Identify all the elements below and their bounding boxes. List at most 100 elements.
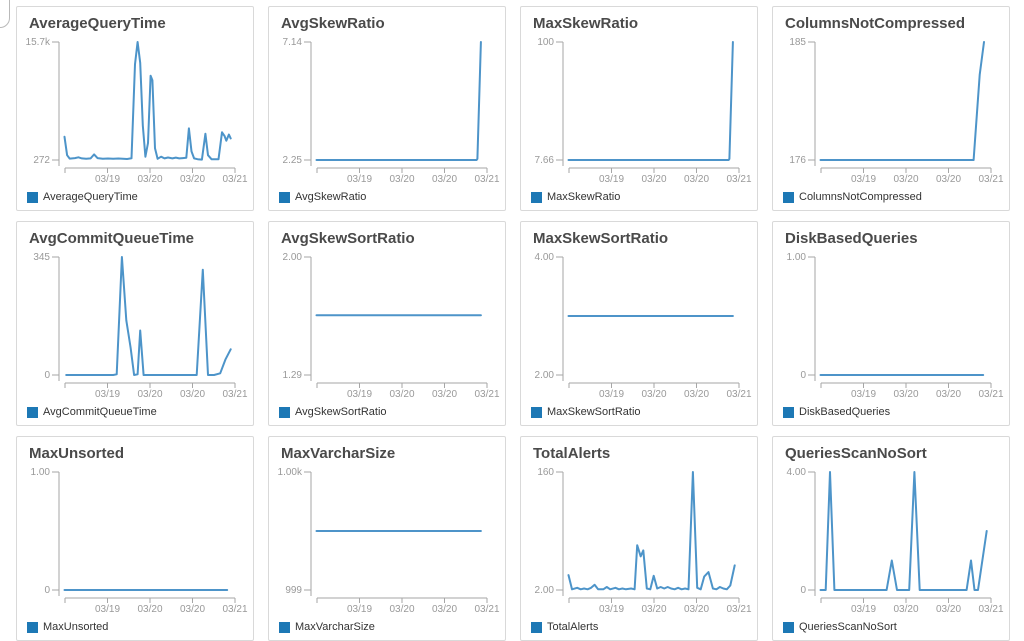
chart-panel-AverageQueryTime[interactable]: AverageQueryTime 15.7k 272 03/19 03/20 03/20…	[16, 6, 254, 211]
svg-text:03/21: 03/21	[474, 174, 499, 185]
chart-legend: QueriesScanNoSort	[781, 621, 1001, 634]
chart-panel-DiskBasedQueries[interactable]: DiskBasedQueries 1.00 0 03/19 03/20 03/20 03/…	[772, 221, 1010, 426]
svg-text:100: 100	[537, 37, 554, 48]
svg-text:4.00: 4.00	[787, 467, 807, 478]
svg-text:03/20: 03/20	[389, 174, 414, 185]
line-chart: 15.7k 272 03/19 03/20 03/20 03/21	[25, 34, 248, 191]
svg-text:345: 345	[33, 252, 50, 263]
legend-swatch-icon	[783, 192, 794, 203]
svg-text:03/19: 03/19	[851, 174, 876, 185]
line-chart: 1.00 0 03/19 03/20 03/20 03/21	[25, 464, 248, 621]
legend-swatch-icon	[27, 407, 38, 418]
panel-title: MaxVarcharSize	[281, 445, 396, 462]
legend-label: AvgCommitQueueTime	[43, 406, 157, 418]
chart-panel-MaxUnsorted[interactable]: MaxUnsorted 1.00 0 03/19 03/20 03/20 03/21 Ma…	[16, 436, 254, 641]
svg-text:03/20: 03/20	[180, 604, 205, 615]
panel-title: QueriesScanNoSort	[785, 445, 927, 462]
legend-label: MaxUnsorted	[43, 621, 109, 633]
chart-legend: AverageQueryTime	[25, 191, 245, 204]
svg-text:03/20: 03/20	[893, 389, 918, 400]
chart-panel-QueriesScanNoSort[interactable]: QueriesScanNoSort 4.00 0 03/19 03/20 03/20 03…	[772, 436, 1010, 641]
chart-legend: MaxSkewRatio	[529, 191, 749, 204]
svg-text:03/21: 03/21	[978, 174, 1003, 185]
chart-panel-AvgCommitQueueTime[interactable]: AvgCommitQueueTime 345 0 03/19 03/20 03/20 03…	[16, 221, 254, 426]
svg-text:03/19: 03/19	[851, 389, 876, 400]
svg-text:03/20: 03/20	[137, 389, 162, 400]
chart-panel-ColumnsNotCompressed[interactable]: ColumnsNotCompressed 185 176 03/19 03/20 03/…	[772, 6, 1010, 211]
svg-text:03/21: 03/21	[726, 389, 751, 400]
legend-label: QueriesScanNoSort	[799, 621, 897, 633]
svg-text:03/19: 03/19	[95, 604, 120, 615]
panel-title: TotalAlerts	[533, 445, 611, 462]
svg-text:03/19: 03/19	[347, 604, 372, 615]
legend-swatch-icon	[27, 192, 38, 203]
chart-legend: AvgCommitQueueTime	[25, 406, 245, 419]
svg-text:03/21: 03/21	[726, 604, 751, 615]
panel-title: MaxUnsorted	[29, 445, 125, 462]
chart-legend: ColumnsNotCompressed	[781, 191, 1001, 204]
svg-text:03/20: 03/20	[432, 174, 457, 185]
chart-panel-MaxVarcharSize[interactable]: MaxVarcharSize 1.00k 999 03/19 03/20 03/20 03…	[268, 436, 506, 641]
chart-panel-AvgSkewSortRatio[interactable]: AvgSkewSortRatio 2.00 1.29 03/19 03/20 03/20…	[268, 221, 506, 426]
panel-title: MaxSkewSortRatio	[533, 230, 669, 247]
panel-title: AvgSkewSortRatio	[281, 230, 415, 247]
legend-label: AvgSkewRatio	[295, 191, 367, 203]
legend-label: MaxVarcharSize	[295, 621, 375, 633]
panel-title: AvgSkewRatio	[281, 15, 385, 32]
svg-text:03/19: 03/19	[599, 389, 624, 400]
legend-swatch-icon	[279, 407, 290, 418]
svg-text:03/20: 03/20	[936, 604, 961, 615]
svg-text:2.00: 2.00	[535, 370, 555, 381]
svg-text:2.25: 2.25	[283, 155, 303, 166]
svg-text:0: 0	[800, 585, 806, 596]
svg-text:03/21: 03/21	[978, 604, 1003, 615]
chart-panel-MaxSkewSortRatio[interactable]: MaxSkewSortRatio 4.00 2.00 03/19 03/20 03/20…	[520, 221, 758, 426]
panel-title: ColumnsNotCompressed	[785, 15, 966, 32]
svg-text:1.00: 1.00	[31, 467, 51, 478]
chart-panel-TotalAlerts[interactable]: TotalAlerts 160 2.00 03/19 03/20 03/20 03/21 …	[520, 436, 758, 641]
line-chart: 4.00 2.00 03/19 03/20 03/20 03/21	[529, 249, 752, 406]
legend-label: TotalAlerts	[547, 621, 599, 633]
svg-text:03/19: 03/19	[95, 389, 120, 400]
svg-text:03/21: 03/21	[726, 174, 751, 185]
svg-text:03/20: 03/20	[641, 174, 666, 185]
line-chart: 185 176 03/19 03/20 03/20 03/21	[781, 34, 1004, 191]
panel-title: AvgCommitQueueTime	[29, 230, 195, 247]
svg-text:160: 160	[537, 467, 554, 478]
panel-title: MaxSkewRatio	[533, 15, 639, 32]
svg-text:03/21: 03/21	[474, 389, 499, 400]
legend-swatch-icon	[783, 407, 794, 418]
line-chart: 1.00 0 03/19 03/20 03/20 03/21	[781, 249, 1004, 406]
line-chart: 345 0 03/19 03/20 03/20 03/21	[25, 249, 248, 406]
svg-text:03/19: 03/19	[347, 389, 372, 400]
svg-text:15.7k: 15.7k	[26, 37, 51, 48]
svg-text:03/19: 03/19	[599, 604, 624, 615]
svg-text:03/21: 03/21	[978, 389, 1003, 400]
line-chart: 7.14 2.25 03/19 03/20 03/20 03/21	[277, 34, 500, 191]
svg-text:03/20: 03/20	[389, 604, 414, 615]
legend-label: AvgSkewSortRatio	[295, 406, 387, 418]
svg-text:272: 272	[33, 155, 50, 166]
chart-panel-AvgSkewRatio[interactable]: AvgSkewRatio 7.14 2.25 03/19 03/20 03/20 03/2…	[268, 6, 506, 211]
legend-label: AverageQueryTime	[43, 191, 138, 203]
svg-text:03/19: 03/19	[347, 174, 372, 185]
svg-text:0: 0	[800, 370, 806, 381]
svg-text:03/20: 03/20	[180, 389, 205, 400]
svg-text:0: 0	[44, 370, 50, 381]
container-corner	[0, 0, 10, 28]
svg-text:03/20: 03/20	[432, 389, 457, 400]
chart-panel-MaxSkewRatio[interactable]: MaxSkewRatio 100 7.66 03/19 03/20 03/20 03/21…	[520, 6, 758, 211]
svg-text:03/20: 03/20	[684, 389, 709, 400]
legend-swatch-icon	[531, 622, 542, 633]
svg-text:1.29: 1.29	[283, 370, 303, 381]
legend-swatch-icon	[279, 622, 290, 633]
svg-text:03/20: 03/20	[432, 604, 457, 615]
svg-text:03/21: 03/21	[222, 389, 247, 400]
svg-text:7.66: 7.66	[535, 155, 555, 166]
svg-text:03/20: 03/20	[180, 174, 205, 185]
legend-label: DiskBasedQueries	[799, 406, 891, 418]
line-chart: 100 7.66 03/19 03/20 03/20 03/21	[529, 34, 752, 191]
line-chart: 4.00 0 03/19 03/20 03/20 03/21	[781, 464, 1004, 621]
svg-text:03/20: 03/20	[641, 389, 666, 400]
svg-text:1.00: 1.00	[787, 252, 807, 263]
